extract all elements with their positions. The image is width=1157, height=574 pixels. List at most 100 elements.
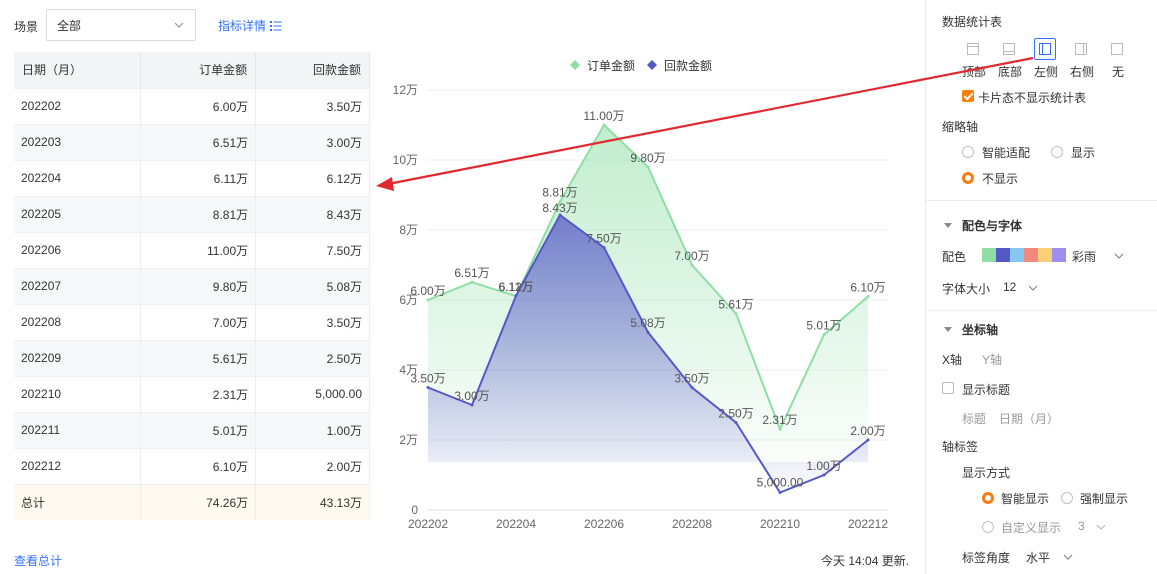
thumbnail-hide-label: 不显示 <box>982 172 1019 186</box>
axis-label-section: 轴标签 <box>942 440 979 454</box>
label-angle-label: 标签角度 <box>962 551 1011 565</box>
y-tick-label: 2万 <box>399 433 418 447</box>
data-point <box>866 295 870 298</box>
position-top-option[interactable] <box>962 38 984 60</box>
show-title-checkbox[interactable] <box>942 382 954 394</box>
chevron-down-icon <box>1114 253 1124 259</box>
legend-item[interactable]: 订单金额 <box>570 58 635 73</box>
cell-payment-amount: 3.50万 <box>255 87 370 124</box>
data-point <box>866 438 870 442</box>
data-label: 5,000.00 <box>757 476 804 490</box>
thumbnail-show-label: 显示 <box>1071 146 1096 160</box>
metric-detail-link[interactable]: 指标详情 <box>218 17 282 34</box>
cell-date: 202212 <box>14 447 142 484</box>
data-label: 5.01万 <box>806 319 841 333</box>
position-right-label: 右侧 <box>1069 65 1094 79</box>
thumbnail-hide-radio[interactable] <box>962 172 974 184</box>
position-right-option[interactable] <box>1070 38 1092 60</box>
cell-total-payment-amount: 43.13万 <box>255 483 370 520</box>
y-axis-tab[interactable]: Y轴 <box>982 353 1003 367</box>
legend-label: 订单金额 <box>587 58 635 73</box>
cell-total-order-amount: 74.26万 <box>140 483 257 520</box>
x-tick-label: 202210 <box>760 517 800 531</box>
cell-date: 202203 <box>14 123 142 160</box>
position-left-option[interactable] <box>1034 38 1056 60</box>
data-point <box>778 427 782 431</box>
section-divider <box>926 200 1157 201</box>
table-header-row: 日期（月） 订单金额 回款金额 <box>14 52 370 88</box>
axis-title-input[interactable]: 日期（月） <box>999 412 1060 426</box>
table-total-row: 总计 74.26万 43.13万 <box>14 483 370 520</box>
chart-data-labels: 6.00万 6.51万 6.11万 8.81万 11.00万 9.80万 7.00万 5.61… <box>410 109 885 490</box>
thumbnail-smart-radio[interactable] <box>962 146 974 158</box>
x-tick-label: 202212 <box>848 517 888 531</box>
area-chart: 6.00万 6.51万 6.11万 8.81万 11.00万 9.80万 7.00万 5.61… <box>393 58 889 531</box>
color-font-section-title[interactable]: 配色与字体 <box>962 219 1023 233</box>
cell-date: 202207 <box>14 267 142 304</box>
data-point <box>558 213 562 217</box>
cell-payment-amount: 6.12万 <box>255 159 370 196</box>
card-hide-stats-checkbox[interactable] <box>962 90 974 102</box>
collapse-caret-icon[interactable] <box>944 327 952 332</box>
data-label: 6.12万 <box>498 280 533 294</box>
data-label: 2.50万 <box>718 407 753 421</box>
view-total-link[interactable]: 查看总计 <box>14 554 63 568</box>
column-header-date[interactable]: 日期（月） <box>14 52 142 88</box>
data-label: 3.50万 <box>674 372 709 386</box>
axis-section-title[interactable]: 坐标轴 <box>962 323 999 337</box>
cell-payment-amount: 5.08万 <box>255 267 370 304</box>
table-row: 202211 5.01万 1.00万 <box>14 411 370 448</box>
chart-areas <box>428 125 868 493</box>
smart-display-radio[interactable] <box>982 492 994 504</box>
data-label: 6.11万 <box>499 280 533 294</box>
cell-order-amount: 2.31万 <box>140 375 257 412</box>
palette-swatch <box>1038 248 1052 262</box>
position-none-option[interactable] <box>1106 38 1128 60</box>
data-point <box>690 263 694 267</box>
chevron-down-icon <box>1063 554 1073 560</box>
column-header-order-amount[interactable]: 订单金额 <box>140 52 257 88</box>
x-tick-label: 202204 <box>496 517 536 531</box>
data-label: 8.43万 <box>542 201 577 215</box>
data-point <box>602 246 606 249</box>
position-left-icon <box>1039 43 1051 55</box>
position-bottom-option[interactable] <box>998 38 1020 60</box>
data-point <box>646 165 650 169</box>
data-label: 9.80万 <box>630 151 665 165</box>
force-display-radio[interactable] <box>1061 492 1073 504</box>
data-point <box>426 298 430 302</box>
palette-swatch <box>982 248 996 262</box>
legend-item[interactable]: 回款金额 <box>647 58 712 73</box>
data-label: 2.00万 <box>850 424 885 438</box>
scene-select[interactable]: 全部 <box>46 9 196 41</box>
cell-date: 202206 <box>14 231 142 268</box>
table-row: 202212 6.10万 2.00万 <box>14 447 370 484</box>
show-title-label: 显示标题 <box>962 383 1011 397</box>
custom-display-radio[interactable] <box>982 521 994 533</box>
table-row: 202209 5.61万 2.50万 <box>14 339 370 376</box>
section-divider <box>926 310 1157 311</box>
cell-date: 202209 <box>14 339 142 376</box>
data-point <box>822 333 826 337</box>
data-point <box>778 491 782 494</box>
cell-payment-amount: 3.00万 <box>255 123 370 160</box>
column-header-payment-amount[interactable]: 回款金额 <box>255 52 370 88</box>
chart-legend[interactable]: 订单金额 回款金额 <box>570 58 712 73</box>
thumbnail-smart-label: 智能适配 <box>982 146 1031 160</box>
cell-payment-amount: 2.00万 <box>255 447 370 484</box>
data-point <box>646 330 650 334</box>
cell-payment-amount: 3.50万 <box>255 303 370 340</box>
x-axis-tab[interactable]: X轴 <box>942 353 963 367</box>
settings-panel: 数据统计表 顶部 底部 左侧 右侧 无 卡片态不显示统计表 缩略轴 智能适配 显… <box>925 0 1157 574</box>
legend-marker-icon <box>570 60 580 70</box>
data-label: 6.00万 <box>410 284 445 298</box>
cell-order-amount: 11.00万 <box>140 231 257 268</box>
data-label: 8.81万 <box>542 186 577 200</box>
label-angle-value: 水平 <box>1026 551 1051 565</box>
table-row: 202203 6.51万 3.00万 <box>14 123 370 160</box>
palette-label: 配色 <box>942 250 967 264</box>
cell-total-label: 总计 <box>14 483 142 520</box>
thumbnail-show-radio[interactable] <box>1051 146 1063 158</box>
force-display-label: 强制显示 <box>1080 492 1129 506</box>
collapse-caret-icon[interactable] <box>944 223 952 228</box>
